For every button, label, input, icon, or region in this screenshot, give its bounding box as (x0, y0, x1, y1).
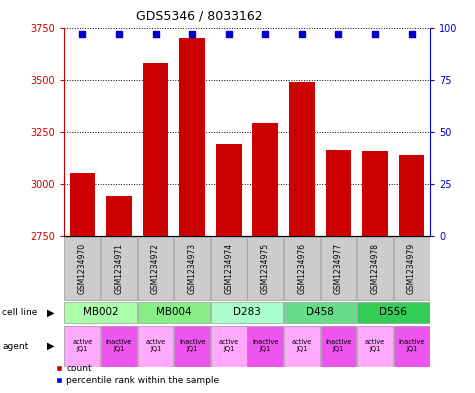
Text: inactive
JQ1: inactive JQ1 (179, 339, 205, 352)
Point (261, 31, 269, 37)
Point (152, 31, 160, 37)
Bar (321, 326, 356, 367)
Text: inactive
JQ1: inactive JQ1 (252, 339, 278, 352)
Text: GSM1234970: GSM1234970 (78, 243, 87, 294)
Text: cell line: cell line (2, 309, 38, 317)
Bar (101, 326, 137, 367)
Text: GSM1234971: GSM1234971 (114, 243, 124, 294)
Text: inactive
JQ1: inactive JQ1 (325, 339, 352, 352)
Bar (321, 237, 356, 300)
Bar (180, 38, 205, 393)
Text: GSM1234979: GSM1234979 (407, 243, 416, 294)
Point (334, 31, 342, 37)
Text: GDS5346 / 8033162: GDS5346 / 8033162 (136, 10, 263, 23)
Bar (70, 173, 95, 393)
Text: active
JQ1: active JQ1 (292, 339, 312, 352)
Text: GSM1234977: GSM1234977 (334, 243, 343, 294)
Bar (138, 326, 173, 367)
Bar (211, 237, 247, 300)
Point (188, 31, 196, 37)
Text: inactive
JQ1: inactive JQ1 (399, 339, 425, 352)
Point (298, 31, 306, 37)
Bar (106, 196, 132, 393)
Bar (253, 123, 278, 393)
Bar (399, 154, 424, 393)
Bar (362, 151, 388, 393)
Point (115, 31, 123, 37)
Point (408, 31, 415, 37)
Text: active
JQ1: active JQ1 (365, 339, 385, 352)
Text: active
JQ1: active JQ1 (145, 339, 166, 352)
Text: D458: D458 (306, 307, 334, 318)
Bar (394, 237, 429, 300)
Point (371, 31, 379, 37)
Bar (284, 302, 356, 323)
Text: D556: D556 (380, 307, 407, 318)
Text: D283: D283 (233, 307, 261, 318)
Bar (101, 237, 137, 300)
Bar (143, 63, 168, 393)
Bar (357, 326, 393, 367)
Text: ▶: ▶ (47, 341, 54, 351)
Text: GSM1234974: GSM1234974 (224, 243, 233, 294)
Bar (289, 82, 314, 393)
Text: MB004: MB004 (156, 307, 191, 318)
Text: active
JQ1: active JQ1 (72, 339, 93, 352)
Text: ▶: ▶ (47, 308, 54, 318)
Text: active
JQ1: active JQ1 (218, 339, 239, 352)
Bar (357, 302, 429, 323)
Bar (174, 237, 210, 300)
Bar (357, 237, 393, 300)
Text: MB002: MB002 (83, 307, 118, 318)
Point (78, 31, 86, 37)
Bar (211, 302, 283, 323)
Text: GSM1234976: GSM1234976 (297, 243, 306, 294)
Text: GSM1234973: GSM1234973 (188, 243, 197, 294)
Bar (284, 237, 320, 300)
Text: GSM1234978: GSM1234978 (370, 243, 380, 294)
Bar (174, 326, 210, 367)
Bar (65, 326, 100, 367)
Bar (65, 237, 100, 300)
Point (225, 31, 233, 37)
Legend: count, percentile rank within the sample: count, percentile rank within the sample (52, 360, 223, 389)
Text: GSM1234975: GSM1234975 (261, 243, 270, 294)
Bar (65, 302, 137, 323)
Bar (211, 326, 247, 367)
Text: agent: agent (2, 342, 28, 351)
Bar (247, 326, 283, 367)
Bar (284, 326, 320, 367)
Bar (138, 302, 210, 323)
Bar (247, 237, 283, 300)
Text: inactive
JQ1: inactive JQ1 (106, 339, 132, 352)
Text: GSM1234972: GSM1234972 (151, 243, 160, 294)
Bar (326, 151, 351, 393)
Bar (138, 237, 173, 300)
Bar (394, 326, 429, 367)
Bar (216, 144, 241, 393)
